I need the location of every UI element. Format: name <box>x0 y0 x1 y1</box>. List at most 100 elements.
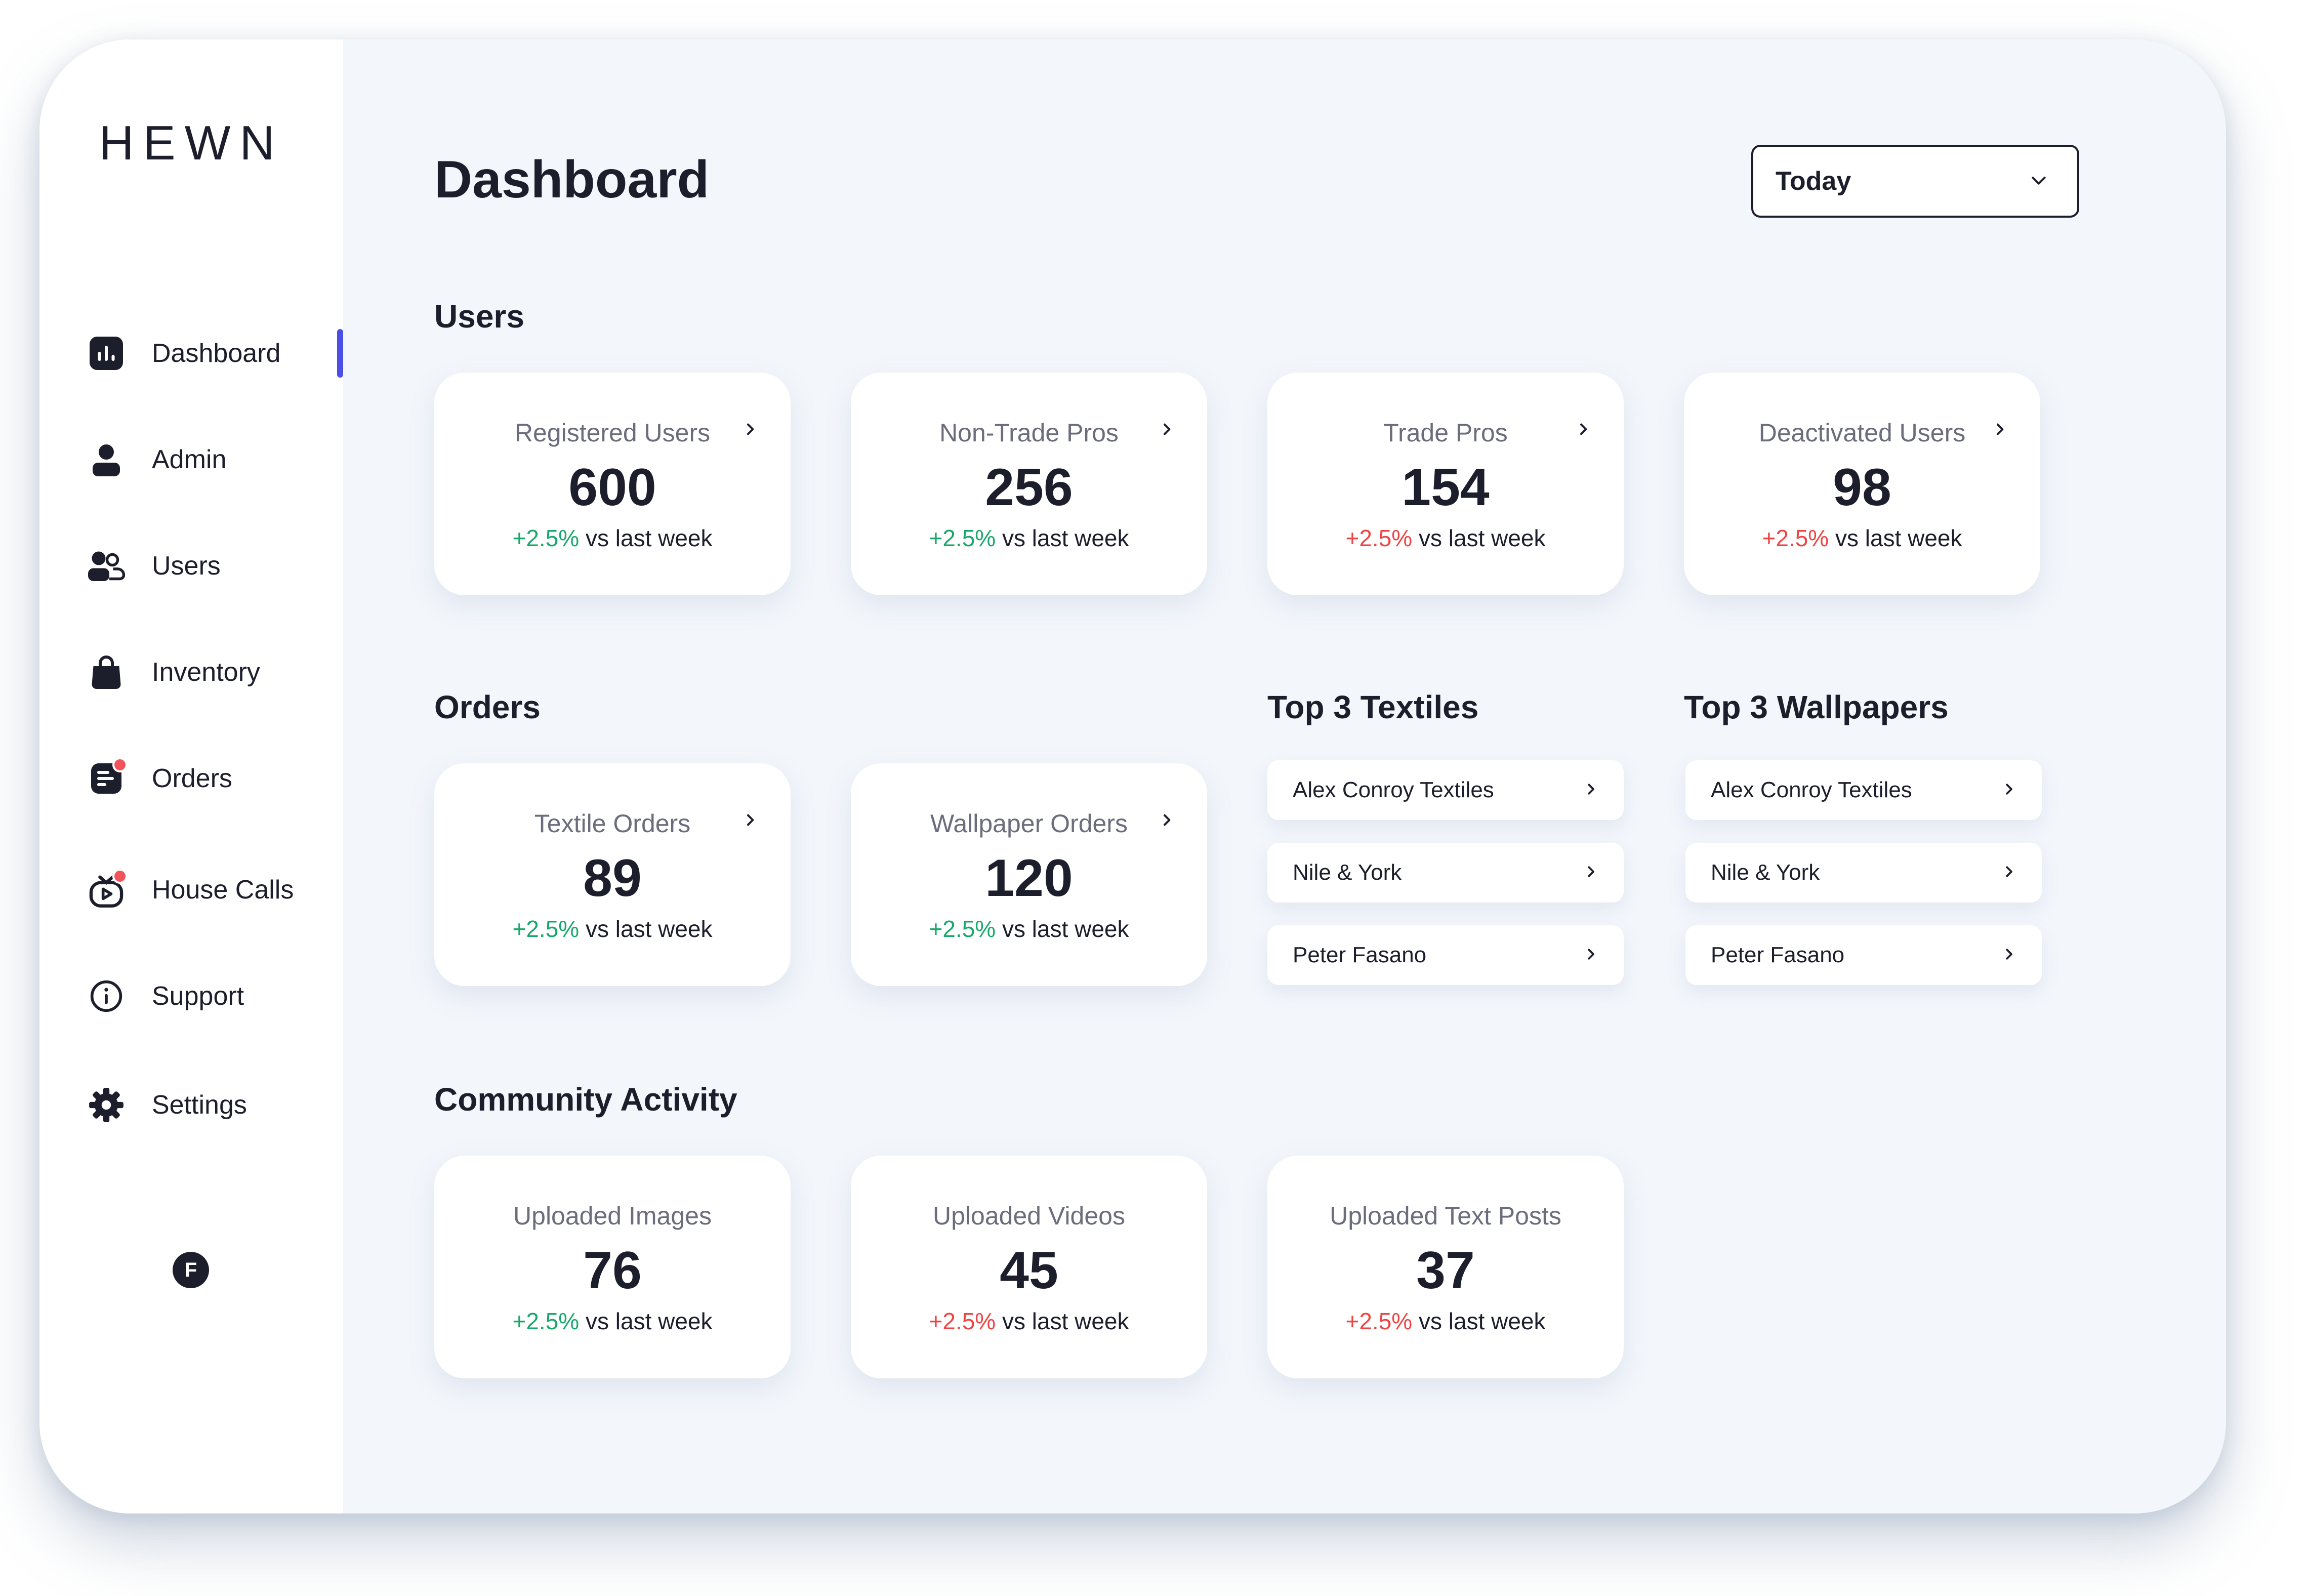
sidebar-item-inventory[interactable]: Inventory <box>85 642 343 703</box>
dashboard-icon <box>85 332 128 375</box>
sidebar-item-dashboard[interactable]: Dashboard <box>85 323 343 384</box>
sidebar-item-label: Admin <box>152 445 227 474</box>
stat-card-registered-users[interactable]: Registered Users 600 +2.5% vs last week <box>434 373 791 595</box>
trend-suffix: vs last week <box>1412 1308 1546 1334</box>
house-calls-icon <box>85 869 128 911</box>
sidebar-item-admin[interactable]: Admin <box>85 429 343 490</box>
notification-dot <box>112 757 128 772</box>
card-title: Uploaded Videos <box>933 1202 1125 1230</box>
card-title: Textile Orders <box>534 809 691 838</box>
chevron-right-icon <box>742 421 758 440</box>
trend-change: +2.5% <box>1345 1308 1413 1334</box>
trend-suffix: vs last week <box>996 1308 1129 1334</box>
card-title: Uploaded Text Posts <box>1330 1202 1561 1230</box>
list-item-label: Alex Conroy Textiles <box>1711 777 1912 802</box>
sidebar-item-label: House Calls <box>152 875 294 905</box>
card-title: Trade Pros <box>1383 419 1508 447</box>
card-title: Wallpaper Orders <box>930 809 1128 838</box>
stat-card-uploaded-text-posts[interactable]: Uploaded Text Posts 37 +2.5% vs last wee… <box>1267 1156 1624 1378</box>
date-range-value: Today <box>1776 167 1851 196</box>
sidebar-item-orders[interactable]: Orders <box>85 748 343 809</box>
gear-icon <box>85 1084 128 1126</box>
card-value: 45 <box>1000 1241 1058 1300</box>
brand-logo: HEWN <box>99 116 284 170</box>
trend-change: +2.5% <box>1762 525 1829 551</box>
top-wallpaper-item[interactable]: Peter Fasano <box>1685 925 2042 985</box>
card-value: 600 <box>568 458 656 517</box>
card-trend: +2.5% vs last week <box>1267 524 1624 552</box>
top-wallpaper-item[interactable]: Nile & York <box>1685 843 2042 903</box>
chevron-down-icon <box>2029 170 2049 193</box>
sidebar-item-label: Inventory <box>152 658 260 687</box>
admin-icon <box>85 438 128 481</box>
card-title: Non-Trade Pros <box>939 419 1119 447</box>
trend-suffix: vs last week <box>996 525 1129 551</box>
section-title-users: Users <box>434 298 524 335</box>
stat-card-uploaded-images[interactable]: Uploaded Images 76 +2.5% vs last week <box>434 1156 791 1378</box>
trend-change: +2.5% <box>929 525 996 551</box>
card-trend: +2.5% vs last week <box>434 915 791 943</box>
sidebar: HEWN Dashboard <box>39 39 343 1513</box>
chevron-right-icon <box>1159 421 1175 440</box>
chevron-right-icon <box>1575 421 1591 440</box>
card-value: 89 <box>583 849 642 908</box>
card-title: Uploaded Images <box>513 1202 712 1230</box>
trend-change: +2.5% <box>512 1308 580 1334</box>
app-window: HEWN Dashboard <box>39 39 2226 1513</box>
card-value: 98 <box>1833 458 1891 517</box>
section-title-orders: Orders <box>434 689 541 725</box>
orders-icon <box>85 757 128 800</box>
section-title-top-textiles: Top 3 Textiles <box>1267 689 1479 725</box>
sidebar-item-house-calls[interactable]: House Calls <box>85 860 343 920</box>
section-title-community: Community Activity <box>434 1081 737 1118</box>
list-item-label: Nile & York <box>1293 860 1402 885</box>
chevron-right-icon <box>2001 947 2016 964</box>
stat-card-textile-orders[interactable]: Textile Orders 89 +2.5% vs last week <box>434 763 791 986</box>
stat-card-uploaded-videos[interactable]: Uploaded Videos 45 +2.5% vs last week <box>851 1156 1207 1378</box>
sidebar-item-users[interactable]: Users <box>85 536 343 596</box>
chevron-right-icon <box>1583 864 1598 882</box>
top-textile-item[interactable]: Peter Fasano <box>1267 925 1624 985</box>
notification-dot <box>112 869 128 884</box>
chevron-right-icon <box>742 812 758 831</box>
card-trend: +2.5% vs last week <box>851 915 1207 943</box>
page-title: Dashboard <box>434 150 710 209</box>
trend-change: +2.5% <box>1345 525 1413 551</box>
sidebar-item-label: Settings <box>152 1090 247 1120</box>
top-textile-item[interactable]: Nile & York <box>1267 843 1624 903</box>
chevron-right-icon <box>1992 421 2008 440</box>
top-wallpaper-item[interactable]: Alex Conroy Textiles <box>1685 760 2042 820</box>
card-title: Deactivated Users <box>1758 419 1966 447</box>
list-item-label: Peter Fasano <box>1711 943 1845 967</box>
date-range-select[interactable]: Today <box>1751 145 2079 218</box>
sidebar-item-label: Dashboard <box>152 339 281 368</box>
trend-suffix: vs last week <box>1829 525 1962 551</box>
chevron-right-icon <box>1583 947 1598 964</box>
active-indicator <box>337 329 343 378</box>
sidebar-item-label: Users <box>152 551 221 581</box>
inventory-icon <box>85 651 128 693</box>
card-trend: +2.5% vs last week <box>851 524 1207 552</box>
list-item-label: Peter Fasano <box>1293 943 1427 967</box>
card-value: 120 <box>985 849 1073 908</box>
avatar[interactable]: F <box>173 1252 209 1288</box>
card-trend: +2.5% vs last week <box>851 1307 1207 1335</box>
trend-suffix: vs last week <box>996 916 1129 942</box>
chevron-right-icon <box>1583 782 1598 799</box>
stat-card-deactivated-users[interactable]: Deactivated Users 98 +2.5% vs last week <box>1684 373 2040 595</box>
top-textile-item[interactable]: Alex Conroy Textiles <box>1267 760 1624 820</box>
trend-suffix: vs last week <box>579 916 713 942</box>
trend-change: +2.5% <box>512 525 580 551</box>
stat-card-non-trade-pros[interactable]: Non-Trade Pros 256 +2.5% vs last week <box>851 373 1207 595</box>
chevron-right-icon <box>2001 864 2016 882</box>
sidebar-item-settings[interactable]: Settings <box>85 1075 343 1135</box>
trend-change: +2.5% <box>929 1308 996 1334</box>
list-item-label: Alex Conroy Textiles <box>1293 777 1494 802</box>
sidebar-item-support[interactable]: Support <box>85 966 343 1027</box>
stat-card-wallpaper-orders[interactable]: Wallpaper Orders 120 +2.5% vs last week <box>851 763 1207 986</box>
card-trend: +2.5% vs last week <box>434 524 791 552</box>
stat-card-trade-pros[interactable]: Trade Pros 154 +2.5% vs last week <box>1267 373 1624 595</box>
card-trend: +2.5% vs last week <box>1267 1307 1624 1335</box>
trend-suffix: vs last week <box>579 1308 713 1334</box>
trend-suffix: vs last week <box>1412 525 1546 551</box>
